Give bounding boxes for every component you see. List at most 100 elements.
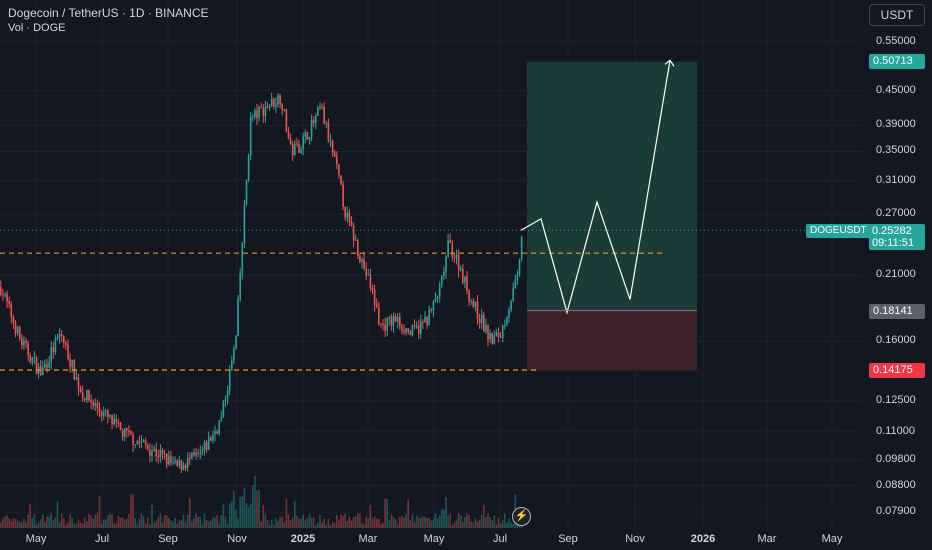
price-tick-label: 0.11000 xyxy=(876,424,915,437)
candle-body xyxy=(90,400,92,403)
volume-bar xyxy=(281,516,283,528)
volume-bars xyxy=(0,475,523,528)
candle-body xyxy=(231,360,233,370)
volume-bar xyxy=(296,515,298,528)
volume-bar xyxy=(329,524,332,528)
candle-body xyxy=(338,164,340,176)
candle-body xyxy=(79,388,82,393)
candle-body xyxy=(352,225,355,241)
stop-zone[interactable] xyxy=(527,310,697,371)
candle-body xyxy=(411,325,414,335)
candle-body xyxy=(189,457,191,459)
time-tick-label: Nov xyxy=(227,533,247,545)
candle-body xyxy=(434,298,437,302)
candle-body xyxy=(46,364,48,368)
candle-body xyxy=(235,335,237,349)
volume-bar xyxy=(176,523,178,528)
projection-path[interactable] xyxy=(520,60,671,315)
volume-bar xyxy=(44,522,46,528)
volume-bar xyxy=(81,523,84,528)
candle-body xyxy=(100,411,103,416)
candle-body xyxy=(77,377,80,389)
volume-bar xyxy=(319,514,321,528)
volume-bar xyxy=(165,515,168,528)
candle-body xyxy=(262,108,265,117)
volume-label[interactable]: Vol · DOGE xyxy=(8,22,66,34)
candle-body xyxy=(520,236,523,260)
candle-body xyxy=(504,324,506,326)
candle-body xyxy=(182,464,185,470)
volume-bar xyxy=(420,517,422,528)
volume-bar xyxy=(302,514,304,528)
volume-bar xyxy=(126,518,128,528)
volume-bar xyxy=(10,521,13,528)
volume-bar xyxy=(483,504,485,528)
volume-bar xyxy=(115,523,118,528)
volume-bar xyxy=(138,518,141,528)
volume-bar xyxy=(401,515,403,528)
price-tick-label: 0.55000 xyxy=(876,35,916,47)
lightning-icon[interactable]: ⚡ xyxy=(512,507,531,526)
volume-bar xyxy=(107,515,109,528)
candle-body xyxy=(472,300,475,307)
volume-bar xyxy=(197,516,199,528)
candle-body xyxy=(512,287,514,302)
candle-body xyxy=(468,290,470,302)
candle-body xyxy=(266,106,269,109)
candle-body xyxy=(478,318,481,323)
volume-bar xyxy=(287,513,290,528)
volume-bar xyxy=(403,517,405,528)
volume-bar xyxy=(210,520,212,528)
candle-body xyxy=(149,449,151,456)
candle-body xyxy=(392,316,395,326)
volume-bar xyxy=(321,522,323,528)
volume-bar xyxy=(33,514,36,528)
volume-bar xyxy=(289,520,292,528)
price-tick-label: 0.35000 xyxy=(876,144,916,157)
currency-button[interactable]: USDT xyxy=(869,4,925,26)
candle-body xyxy=(340,175,342,185)
candle-body xyxy=(201,450,204,453)
candle-body xyxy=(388,317,391,319)
candle-body xyxy=(184,464,187,469)
candle-body xyxy=(31,357,34,363)
volume-bar xyxy=(88,513,90,528)
volume-bar xyxy=(396,523,399,528)
volume-bar xyxy=(409,519,412,528)
candle-body xyxy=(510,301,512,310)
candle-body xyxy=(308,137,311,140)
last-price-value: 0.25282 xyxy=(872,225,912,237)
volume-bar xyxy=(336,514,338,528)
volume-bar xyxy=(29,504,31,528)
candle-body xyxy=(455,254,458,258)
candle-body xyxy=(176,460,178,466)
candle-body xyxy=(163,453,166,455)
volume-bar xyxy=(275,518,277,528)
volume-bar xyxy=(415,515,418,528)
volume-bar xyxy=(256,490,258,528)
volume-bar xyxy=(357,513,359,528)
volume-bar xyxy=(382,522,384,528)
time-tick-label: Mar xyxy=(358,533,378,545)
volume-bar xyxy=(344,513,346,528)
candle-body xyxy=(23,340,25,346)
candle-body xyxy=(254,110,256,117)
candle-body xyxy=(306,132,309,140)
price-tick-label: 0.16000 xyxy=(876,334,916,347)
volume-bar xyxy=(174,517,176,528)
target-zone[interactable] xyxy=(527,61,697,311)
candle-body xyxy=(258,106,260,119)
volume-bar xyxy=(212,517,214,528)
volume-bar xyxy=(231,500,233,528)
candle-body xyxy=(426,316,428,325)
candle-body xyxy=(172,462,174,464)
volume-bar xyxy=(235,509,237,528)
candle-body xyxy=(126,428,128,431)
symbol-title[interactable]: Dogecoin / TetherUS · 1D · BINANCE xyxy=(8,6,209,20)
candle-body xyxy=(161,450,164,454)
candle-body xyxy=(132,434,134,445)
candle-body xyxy=(147,445,149,450)
volume-bar xyxy=(228,503,231,528)
candle-body xyxy=(117,422,120,424)
